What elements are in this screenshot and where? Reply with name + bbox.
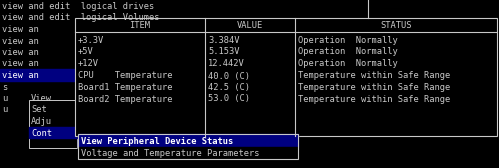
Text: +5V: +5V bbox=[78, 48, 94, 56]
Text: +12V: +12V bbox=[78, 59, 99, 68]
Text: view an: view an bbox=[2, 48, 39, 57]
Text: 40.0 (C): 40.0 (C) bbox=[208, 72, 250, 80]
Text: Board1 Temperature: Board1 Temperature bbox=[78, 83, 173, 92]
Text: Temperature within Safe Range: Temperature within Safe Range bbox=[298, 72, 450, 80]
Text: Operation  Normally: Operation Normally bbox=[298, 59, 398, 68]
Text: +3.3V: +3.3V bbox=[78, 36, 104, 45]
Text: View: View bbox=[31, 94, 52, 103]
Bar bbox=[29, 127, 77, 138]
Bar bbox=[0, 69, 75, 80]
Text: Temperature within Safe Range: Temperature within Safe Range bbox=[298, 94, 450, 103]
Text: u: u bbox=[2, 106, 7, 115]
Bar bbox=[29, 100, 77, 148]
Text: s: s bbox=[2, 82, 7, 92]
Text: Cont: Cont bbox=[31, 129, 52, 137]
Text: Board2 Temperature: Board2 Temperature bbox=[78, 94, 173, 103]
Text: 3.384V: 3.384V bbox=[208, 36, 240, 45]
Text: view an: view an bbox=[2, 71, 39, 80]
Text: 53.0 (C): 53.0 (C) bbox=[208, 94, 250, 103]
Bar bbox=[78, 134, 298, 159]
Text: view and edit  logical Volumes: view and edit logical Volumes bbox=[2, 13, 160, 23]
Text: Set: Set bbox=[31, 106, 47, 115]
Text: Operation  Normally: Operation Normally bbox=[298, 48, 398, 56]
Bar bbox=[75, 18, 497, 136]
Text: view an: view an bbox=[2, 36, 39, 46]
Text: view an: view an bbox=[2, 59, 39, 69]
Bar bbox=[78, 146, 298, 159]
Bar bbox=[78, 134, 298, 146]
Text: CPU    Temperature: CPU Temperature bbox=[78, 72, 173, 80]
Text: Voltage and Temperature Parameters: Voltage and Temperature Parameters bbox=[81, 149, 259, 158]
Text: Temperature within Safe Range: Temperature within Safe Range bbox=[298, 83, 450, 92]
Text: Adju: Adju bbox=[31, 117, 52, 126]
Text: u: u bbox=[2, 94, 7, 103]
Text: Operation  Normally: Operation Normally bbox=[298, 36, 398, 45]
Text: view and edit  logical drives: view and edit logical drives bbox=[2, 2, 154, 11]
Text: view an: view an bbox=[2, 25, 39, 34]
Text: STATUS: STATUS bbox=[380, 22, 412, 31]
Text: 42.5 (C): 42.5 (C) bbox=[208, 83, 250, 92]
Text: VALUE: VALUE bbox=[237, 22, 263, 31]
Text: View Peripheral Device Status: View Peripheral Device Status bbox=[81, 136, 233, 145]
Text: 5.153V: 5.153V bbox=[208, 48, 240, 56]
Text: ITEM: ITEM bbox=[130, 22, 151, 31]
Text: 12.442V: 12.442V bbox=[208, 59, 245, 68]
